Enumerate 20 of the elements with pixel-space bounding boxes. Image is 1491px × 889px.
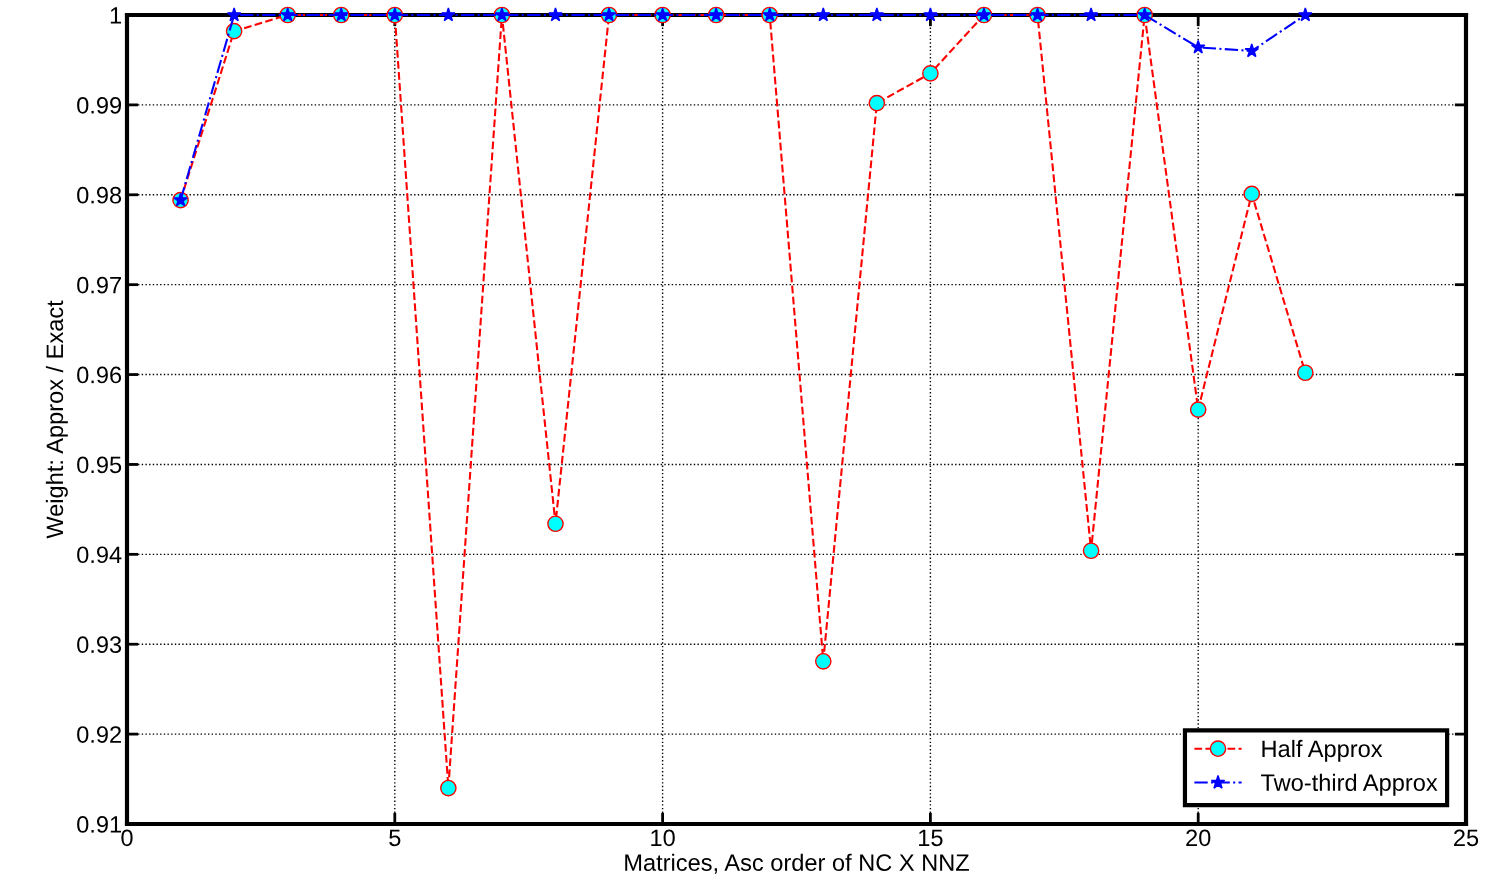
x-axis-title: Matrices, Asc order of NC X NNZ xyxy=(625,853,969,874)
x-tick-label: 20 xyxy=(1186,829,1211,847)
x-tick-label: 15 xyxy=(919,829,943,847)
y-tick-label: 0.97 xyxy=(77,276,121,294)
x-tick-label: 0 xyxy=(121,829,133,847)
x-tick-label: 5 xyxy=(389,829,401,847)
y-tick-label: 0.99 xyxy=(77,96,122,114)
y-tick-label: 0.91 xyxy=(77,816,121,833)
y-tick-label: 0.94 xyxy=(77,546,122,564)
legend-label: Half Approx xyxy=(1262,739,1383,762)
x-tick-label: 10 xyxy=(651,829,675,847)
y-tick-label: 0.92 xyxy=(77,726,121,743)
y-tick-label: 1 xyxy=(110,7,121,24)
y-tick-label: 0.95 xyxy=(77,456,122,474)
y-tick-label: 0.93 xyxy=(77,636,122,654)
y-tick-label: 0.98 xyxy=(77,186,122,204)
legend-label: Two-third Approx xyxy=(1261,773,1438,796)
y-axis-title: Weight: Approx / Exact xyxy=(45,300,68,539)
x-tick-label: 25 xyxy=(1454,829,1479,847)
y-tick-label: 0.96 xyxy=(77,366,122,384)
